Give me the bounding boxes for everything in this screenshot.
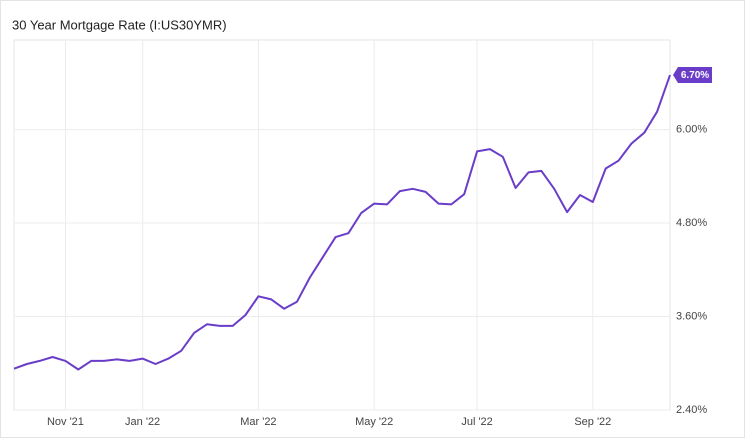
value-badge bbox=[673, 67, 712, 84]
value-label: 6.70% bbox=[681, 70, 709, 81]
y-tick-label: 4.80% bbox=[676, 217, 707, 229]
x-tick-label: Jan '22 bbox=[125, 416, 160, 428]
y-tick-label: 3.60% bbox=[676, 310, 707, 322]
x-tick-label: Nov '21 bbox=[47, 416, 84, 428]
y-tick-label: 2.40% bbox=[676, 404, 707, 416]
line-series bbox=[13, 74, 671, 371]
y-tick-label: 6.00% bbox=[676, 123, 707, 135]
x-tick-label: May '22 bbox=[355, 416, 393, 428]
x-tick-label: Jul '22 bbox=[461, 416, 492, 428]
x-tick-label: Sep '22 bbox=[574, 416, 611, 428]
chart-title: 30 Year Mortgage Rate (I:US30YMR) bbox=[12, 17, 227, 32]
x-tick-label: Mar '22 bbox=[240, 416, 276, 428]
